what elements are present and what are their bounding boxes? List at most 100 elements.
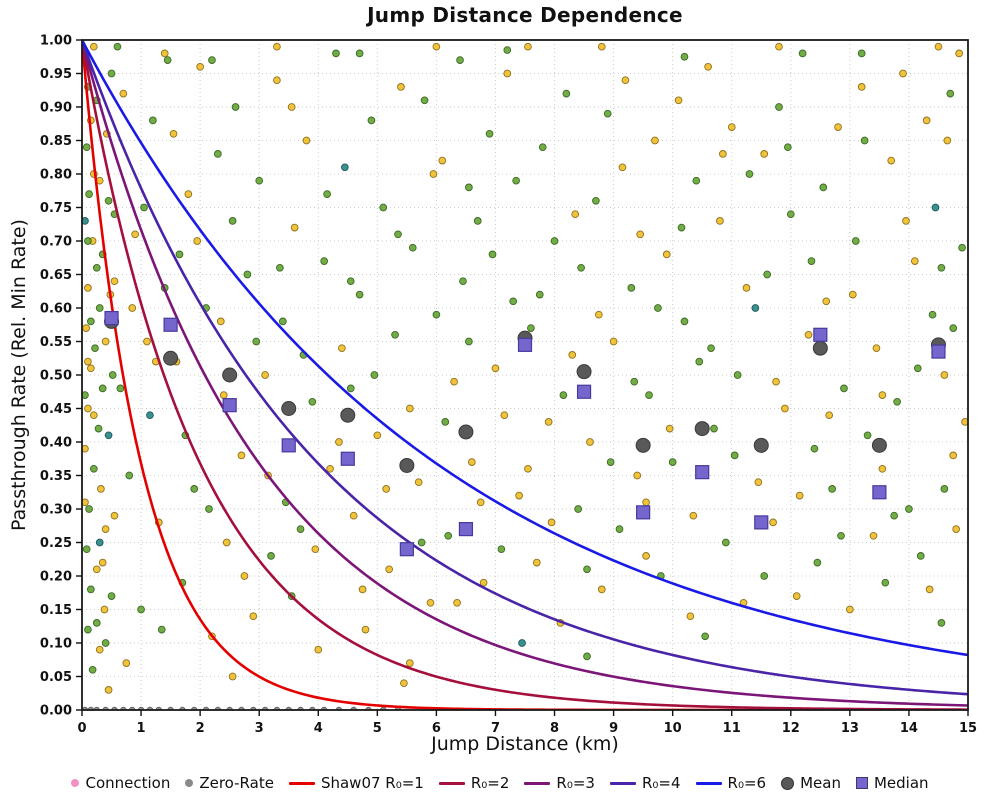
scatter-point — [547, 518, 556, 527]
scatter-point — [119, 89, 128, 98]
scatter-point — [108, 371, 117, 379]
x-axis-label: Jump Distance (km) — [431, 733, 619, 755]
scatter-point — [92, 263, 101, 272]
page-title: Jump Distance Dependence — [367, 3, 683, 27]
scatter-point — [503, 69, 512, 78]
scatter-point — [110, 277, 119, 286]
y-tick-label: 0.05 — [40, 670, 72, 685]
y-tick-label: 0.15 — [40, 603, 72, 618]
scatter-point — [807, 257, 816, 265]
y-tick-label: 0.35 — [40, 469, 72, 484]
scatter-point — [733, 371, 742, 379]
curve-3 — [82, 40, 968, 707]
scatter-point — [730, 451, 739, 460]
scatter-point — [615, 525, 624, 533]
legend: Connection Zero-Rate Shaw07 R₀=1 R₀=2 R₀=3 R₀… — [0, 774, 1000, 792]
scatter-point — [958, 243, 966, 252]
x-tick-label: 4 — [314, 721, 323, 736]
scatter-point — [518, 639, 526, 647]
scatter-point — [441, 418, 450, 426]
scatter-point — [772, 377, 780, 386]
y-tick-label: 0.00 — [40, 704, 72, 719]
scatter-point — [769, 518, 777, 527]
scatter-point — [562, 89, 571, 98]
scatter-point — [429, 170, 438, 178]
scatter-point — [654, 304, 662, 312]
y-tick-label: 0.75 — [40, 201, 72, 216]
scatter-point — [586, 438, 594, 446]
scatter-point — [252, 337, 261, 346]
legend-item: Mean — [781, 774, 841, 792]
scatter-point — [405, 404, 414, 413]
scatter-point — [473, 217, 482, 225]
scatter-point — [228, 672, 237, 681]
scatter-point — [131, 230, 140, 239]
scatter-point — [361, 625, 370, 634]
scatter-point — [175, 250, 184, 259]
scatter-point — [91, 344, 99, 353]
median-point — [104, 310, 119, 326]
scatter-point — [840, 384, 848, 393]
legend-item-label: R₀=4 — [641, 774, 681, 792]
scatter-point — [335, 438, 343, 446]
mean-point — [635, 437, 651, 453]
scatter-point — [819, 183, 828, 192]
scatter-point — [95, 645, 104, 654]
median-point — [163, 317, 178, 332]
scatter-point — [689, 511, 698, 520]
scatter-point — [87, 317, 95, 326]
legend-line-icon — [695, 781, 722, 785]
scatter-point — [775, 42, 783, 51]
median-point — [872, 485, 887, 500]
median-point — [576, 384, 592, 399]
scatter-point — [149, 116, 157, 125]
y-tick-label: 0.30 — [40, 503, 72, 518]
scatter-point — [878, 464, 887, 473]
scatter-point — [311, 545, 320, 554]
scatter-point — [512, 176, 520, 185]
scatter-point — [98, 384, 107, 393]
mean-point — [222, 367, 238, 383]
scatter-point — [568, 351, 577, 359]
median-point — [222, 398, 237, 413]
scatter-point — [385, 565, 393, 574]
scatter-point — [532, 558, 541, 567]
median-point — [399, 542, 414, 557]
scatter-point — [603, 109, 612, 118]
scatter-point — [940, 371, 949, 379]
legend-item-label: R₀=3 — [556, 774, 595, 792]
scatter-point — [783, 143, 792, 152]
scatter-point — [84, 404, 92, 413]
scatter-point — [216, 317, 225, 326]
scatter-point — [928, 310, 937, 319]
scatter-point — [754, 478, 763, 487]
y-tick-label: 0.20 — [40, 570, 72, 585]
scatter-point — [913, 364, 922, 373]
scatter-point — [228, 217, 237, 225]
scatter-point — [367, 116, 376, 125]
scatter-point — [937, 619, 946, 627]
legend-line-icon — [609, 781, 636, 785]
scatter-point — [860, 136, 869, 145]
median-point — [754, 515, 769, 530]
scatter-point — [82, 444, 89, 453]
scatter-point — [326, 464, 334, 473]
scatter-point — [597, 585, 606, 594]
scatter-point — [107, 69, 116, 78]
scatter-point — [899, 69, 907, 78]
scatter-point — [825, 411, 834, 420]
scatter-point — [627, 284, 636, 292]
y-tick-label: 0.85 — [40, 134, 72, 149]
mean-point — [694, 421, 710, 437]
data-layer — [82, 40, 968, 710]
scatter-point — [84, 237, 92, 245]
scatter-point — [905, 505, 913, 513]
scatter-point — [686, 612, 695, 621]
scatter-point — [116, 384, 125, 393]
scatter-point — [84, 625, 92, 634]
scatter-point — [243, 270, 252, 279]
scatter-point — [479, 578, 488, 587]
scatter-point — [346, 277, 355, 286]
scatter-point — [214, 150, 222, 158]
mean-point — [340, 407, 356, 423]
